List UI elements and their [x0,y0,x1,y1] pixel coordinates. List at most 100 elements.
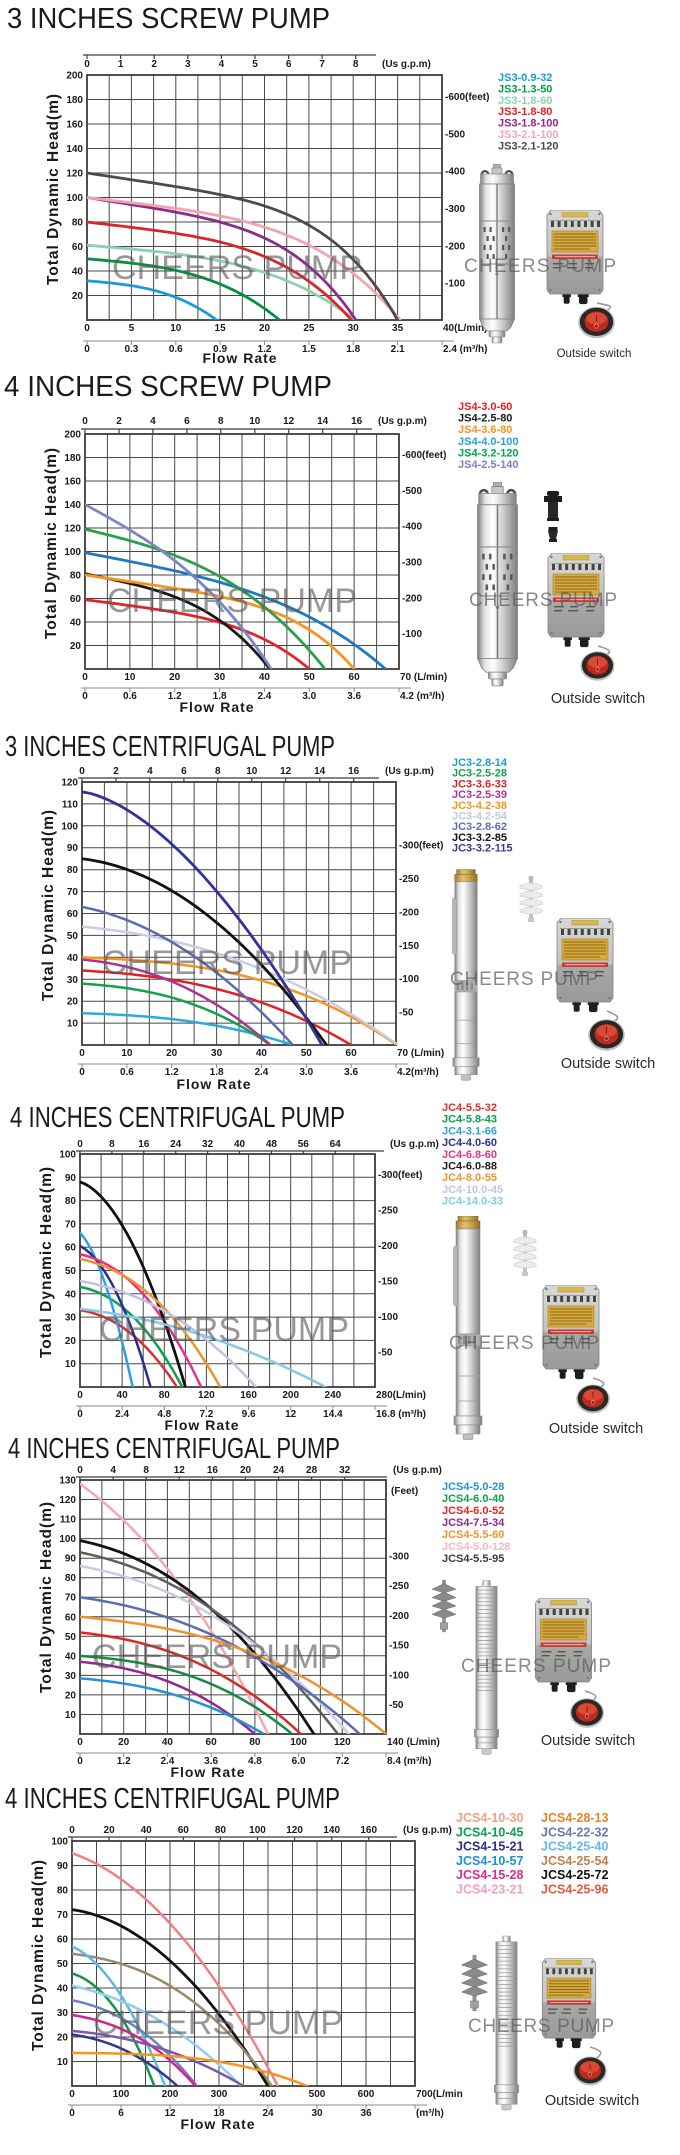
svg-text:60: 60 [178,1825,190,1836]
svg-text:Outside switch: Outside switch [557,348,632,360]
svg-text:JC4-3.1-66: JC4-3.1-66 [442,1125,497,1137]
svg-text:80: 80 [70,571,82,582]
svg-text:Total Dynamic Head(m): Total Dynamic Head(m) [38,1501,55,1693]
svg-text:CHEERS PUMP: CHEERS PUMP [92,1638,342,1676]
svg-text:(Us g.p.m): (Us g.p.m) [390,1139,439,1150]
svg-text:64: 64 [330,1139,342,1150]
svg-text:CHEERS PUMP: CHEERS PUMP [450,969,598,990]
svg-text:-300: -300 [389,1551,409,1562]
svg-text:-250: -250 [389,1581,409,1592]
svg-text:10: 10 [67,1019,79,1030]
svg-text:JC4-5.8-43: JC4-5.8-43 [442,1114,497,1126]
svg-text:40(L/min): 40(L/min) [443,323,487,334]
svg-text:JS3-2.1-100: JS3-2.1-100 [498,129,559,141]
svg-text:JCS4-25-72: JCS4-25-72 [541,1868,608,1882]
svg-text:CHEERS PUMP: CHEERS PUMP [102,944,352,982]
svg-text:120: 120 [61,778,78,789]
svg-text:40: 40 [234,1139,246,1150]
svg-text:70: 70 [65,1219,77,1230]
svg-text:JCS4-15-28: JCS4-15-28 [456,1868,523,1882]
svg-text:20: 20 [118,1737,130,1748]
svg-text:16.8 (m³/h): 16.8 (m³/h) [376,1409,426,1420]
svg-text:2: 2 [151,59,157,70]
svg-text:CHEERS PUMP: CHEERS PUMP [93,2004,343,2042]
svg-text:50: 50 [301,1048,313,1059]
svg-text:16: 16 [138,1139,150,1150]
svg-text:100: 100 [59,1534,76,1545]
svg-text:Flow Rate: Flow Rate [176,1076,251,1092]
svg-text:-100: -100 [399,974,419,985]
svg-text:60: 60 [346,1048,358,1059]
svg-text:8: 8 [215,766,221,777]
svg-text:Total Dynamic Head(m): Total Dynamic Head(m) [43,447,60,639]
svg-text:10: 10 [246,766,258,777]
svg-text:0.6: 0.6 [123,691,137,702]
svg-text:56: 56 [298,1139,310,1150]
svg-text:-100: -100 [389,1670,409,1681]
svg-text:700(L/min: 700(L/min [416,2089,463,2100]
svg-text:JS3-1.8-80: JS3-1.8-80 [498,106,552,118]
svg-text:2.4 (m³/h): 2.4 (m³/h) [443,344,487,355]
svg-text:100: 100 [59,1150,76,1161]
svg-text:40: 40 [256,1048,268,1059]
svg-text:JS3-0.9-32: JS3-0.9-32 [498,72,552,84]
svg-text:120: 120 [64,524,81,535]
svg-text:JS3-2.1-120: JS3-2.1-120 [498,140,559,152]
svg-text:-400: -400 [445,167,465,178]
svg-text:90: 90 [57,1861,69,1872]
svg-text:JC3-4.2-54: JC3-4.2-54 [452,811,508,823]
svg-text:-50: -50 [389,1700,404,1711]
svg-text:2.4: 2.4 [257,691,271,702]
svg-text:JC3-2.8-62: JC3-2.8-62 [452,821,507,833]
svg-text:0: 0 [77,1465,83,1476]
svg-text:5: 5 [252,59,258,70]
svg-text:7.2: 7.2 [199,1409,213,1420]
svg-text:7: 7 [319,59,325,70]
svg-text:1.5: 1.5 [302,344,316,355]
svg-text:30: 30 [311,2108,323,2119]
svg-text:12: 12 [280,766,292,777]
svg-text:JCS4-25-54: JCS4-25-54 [541,1854,608,1868]
svg-text:40: 40 [65,1289,77,1300]
svg-text:18: 18 [213,2108,225,2119]
svg-text:JCS4-25-40: JCS4-25-40 [541,1840,608,1854]
svg-text:3 INCHES SCREW PUMP: 3 INCHES SCREW PUMP [7,3,330,35]
svg-text:Total Dynamic Head(m): Total Dynamic Head(m) [30,1859,47,2051]
svg-text:Total Dynamic Head(m): Total Dynamic Head(m) [38,1166,55,1358]
svg-text:80: 80 [57,1886,69,1897]
svg-text:-100: -100 [378,1312,398,1323]
svg-text:JCS4-15-21: JCS4-15-21 [456,1840,523,1854]
svg-text:Flow Rate: Flow Rate [170,1764,245,1780]
svg-text:CHEERS PUMP: CHEERS PUMP [449,1333,599,1354]
svg-text:6: 6 [286,59,292,70]
svg-text:110: 110 [62,799,79,810]
svg-text:8: 8 [353,59,359,70]
svg-text:40: 40 [65,1651,77,1662]
svg-text:120: 120 [66,169,83,180]
svg-text:4 INCHES CENTRIFUGAL PUMP: 4 INCHES CENTRIFUGAL PUMP [10,1102,345,1134]
svg-text:14: 14 [317,416,329,427]
svg-text:2: 2 [116,416,122,427]
svg-text:4.8: 4.8 [248,1756,262,1767]
svg-text:-200: -200 [445,241,465,252]
svg-text:4 INCHES CENTRIFUGAL PUMP: 4 INCHES CENTRIFUGAL PUMP [8,1433,340,1465]
svg-text:-400: -400 [402,522,422,533]
svg-text:100: 100 [290,1737,307,1748]
svg-text:Outside switch: Outside switch [561,1056,655,1072]
svg-text:-100: -100 [445,279,465,290]
svg-text:0: 0 [82,672,88,683]
svg-text:CHEERS PUMP: CHEERS PUMP [468,2016,614,2037]
svg-text:6: 6 [181,766,187,777]
svg-text:1: 1 [118,59,124,70]
svg-text:3: 3 [185,59,191,70]
svg-text:JCS4-7.5-34: JCS4-7.5-34 [442,1517,505,1529]
svg-text:200: 200 [162,2089,179,2100]
svg-text:80: 80 [215,1825,227,1836]
svg-text:JS4-2.5-140: JS4-2.5-140 [458,459,519,471]
svg-text:(Us g.p.m): (Us g.p.m) [382,59,431,70]
svg-text:24: 24 [170,1139,182,1150]
svg-text:40: 40 [162,1737,174,1748]
svg-text:20: 20 [67,997,79,1008]
svg-text:-150: -150 [378,1277,398,1288]
svg-text:8.4 (m³/h): 8.4 (m³/h) [387,1756,431,1767]
